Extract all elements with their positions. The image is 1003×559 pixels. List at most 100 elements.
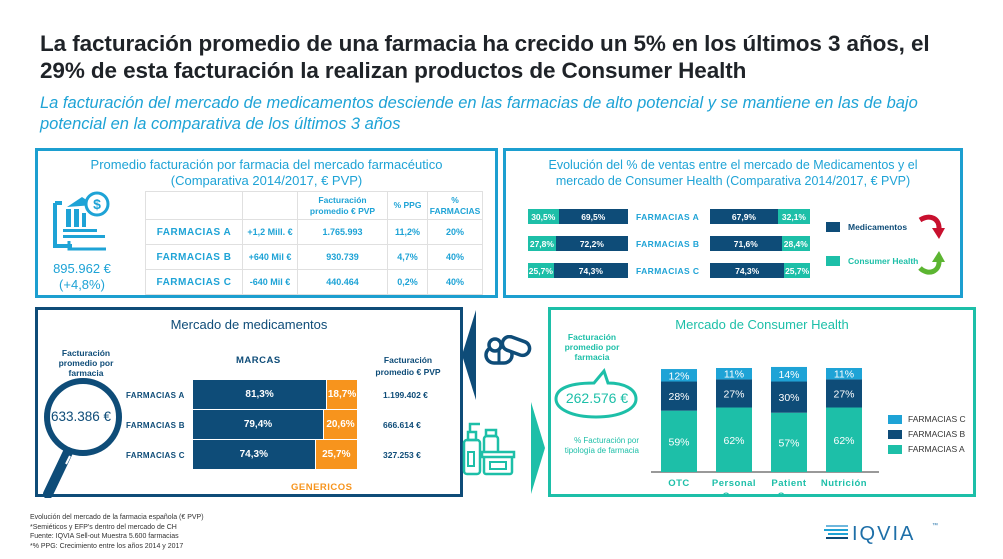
legend-medicamentos: Medicamentos [826, 222, 907, 232]
panel-title-line2: mercado de Consumer Health (Comparativa … [555, 174, 911, 188]
bar-segment-consumer-health: 27,8% [528, 236, 556, 251]
data-label: 11% [724, 369, 744, 381]
col-header-farmacias: % FARMACIAS [427, 191, 483, 220]
row-label: FARMACIAS B [126, 420, 185, 430]
cell-ppg: 0,2% [387, 269, 428, 295]
page-subtitle: La facturación del mercado de medicament… [40, 94, 918, 133]
cosmetic-bottles-icon [462, 422, 516, 476]
x-tick-label: Care [777, 491, 800, 495]
cell-facturacion: 440.464 [297, 269, 388, 295]
row-label: FARMACIAS A [145, 219, 243, 245]
panel-title-line1: Promedio facturación por farmacia del me… [90, 157, 443, 172]
footer-notes: Evolución del mercado de la farmacia esp… [30, 513, 204, 551]
col-header [145, 191, 243, 220]
bar-segment [716, 407, 752, 472]
col-header [242, 191, 298, 220]
bar-segment-medicamentos: 74,3% [553, 263, 628, 278]
data-label: 28% [668, 391, 689, 403]
footer-line: Fuente: IQVIA Sell-out Muestra 5.600 far… [30, 533, 179, 540]
data-label: 11% [834, 369, 854, 381]
panel-mercado-medicamentos: Mercado de medicamentos Facturación prom… [35, 307, 463, 498]
legend-swatch [888, 429, 902, 439]
bank-dollar-icon: $ [53, 191, 110, 251]
x-tick-label: Nutrición [821, 478, 867, 489]
cell-delta: -640 Mil € [242, 269, 298, 295]
logo-tm: ™ [932, 522, 938, 529]
legend-swatch [826, 256, 840, 266]
row-label: FARMACIAS B [145, 244, 243, 270]
facturacion-header: Facturación promedio € PVP [375, 355, 441, 377]
bar-segment-medicamentos: 67,9% [710, 209, 778, 224]
bar-segment-consumer-health: 25,7% [528, 263, 554, 278]
bar-segment-medicamentos: 69,5% [558, 209, 628, 224]
bar-segment-consumer-health: 30,5% [528, 209, 559, 224]
total-value: 895.962 € [53, 261, 111, 276]
panel-promedio-facturacion: Promedio facturación por farmacia del me… [35, 148, 498, 298]
bar-segment-marcas: 79,4% [193, 410, 324, 440]
facturacion-value: 1.199.402 € [383, 390, 428, 400]
col-header-facturacion: Facturación promedio € PVP [297, 191, 388, 220]
legend-label: FARMACIAS C [908, 414, 966, 424]
cell-facturacion: 1.765.993 [297, 219, 388, 245]
bar-segment-medicamentos: 74,3% [710, 263, 785, 278]
iqvia-logo: IQVIA ™ [824, 522, 938, 544]
stacked-bar-chart: 59% 28% 12% OTC 62% 27% 11% Personal Care 57% 30% 1… [651, 366, 879, 495]
legend-swatch [826, 222, 840, 232]
bar-2017: 74,3% 25,7% [710, 263, 810, 278]
bar-2017: 67,9% 32,1% [710, 209, 810, 224]
legend-swatch [888, 444, 902, 454]
panel-mercado-consumer-health: Mercado de Consumer Health Facturación p… [548, 307, 976, 497]
data-label: 59% [668, 436, 689, 448]
speech-bubble-icon [554, 367, 638, 419]
legend-swatch [888, 414, 902, 424]
x-tick-label: Patient [771, 478, 807, 489]
data-label: 27% [723, 388, 744, 400]
total-facturacion: 895.962 € (+4,8%) [38, 261, 126, 293]
cell-farmacias: 40% [427, 269, 483, 295]
bar-segment-genericos: 25,7% [315, 440, 358, 470]
bubble-label: Facturación promedio por farmacia [564, 332, 620, 362]
row-label: FARMACIAS C [636, 265, 700, 276]
evolucion-row: 30,5% 69,5% FARMACIAS A 67,9% 32,1% [528, 209, 810, 224]
evolucion-row: 25,7% 74,3% FARMACIAS C 74,3% 25,7% [528, 263, 810, 278]
bar-segment [661, 369, 697, 382]
bar-segment [771, 381, 807, 413]
bar-2017: 71,6% 28,4% [710, 236, 810, 251]
row-label: FARMACIAS C [145, 269, 243, 295]
bar-segment [826, 368, 862, 380]
row-label: FARMACIAS A [126, 390, 185, 400]
bar-segment-consumer-health: 28,4% [781, 236, 810, 251]
panel-title: Promedio facturación por farmacia del me… [38, 157, 495, 189]
table-row: FARMACIAS C -640 Mil € 440.464 0,2% 40% [145, 269, 483, 295]
bar-segment-marcas: 81,3% [193, 380, 328, 410]
cell-delta: +1,2 Mill. € [242, 219, 298, 245]
lens-value: 633.386 € [50, 409, 112, 424]
table-row: FARMACIAS B +640 Mil € 930.739 4,7% 40% [145, 244, 483, 270]
curved-arrow-down-icon [918, 214, 945, 239]
total-growth: (+4,8%) [59, 277, 105, 292]
data-label: 30% [778, 392, 799, 404]
arrow-left-icon [462, 310, 476, 400]
cell-farmacias: 20% [427, 219, 483, 245]
table-row: FARMACIAS A +1,2 Mill. € 1.765.993 11,2%… [145, 219, 483, 245]
arrow-right-icon [531, 402, 545, 494]
panel-title: Mercado de medicamentos [170, 317, 328, 332]
row-label: FARMACIAS C [126, 450, 185, 460]
col-header-ppg: % PPG [387, 191, 428, 220]
legend-consumer-health: Consumer Health [826, 256, 918, 266]
medicamentos-row: FARMACIAS A 81,3% 18,7% [126, 380, 358, 410]
x-tick-label: OTC [668, 478, 690, 489]
svg-text:$: $ [93, 196, 101, 212]
legend-label: FARMACIAS B [908, 429, 966, 439]
x-tick-label: Personal [712, 478, 756, 489]
footer-line: *% PPG: Crecimiento entre los años 2014 … [30, 542, 184, 550]
bar-segment [771, 366, 807, 382]
bar-segment [826, 379, 862, 408]
bar-segment [826, 407, 862, 472]
bar-segment-genericos: 20,6% [324, 410, 358, 440]
cell-ppg: 4,7% [387, 244, 428, 270]
genericos-label: GENERICOS [291, 482, 353, 493]
lens-label: Facturación promedio por farmacia [58, 348, 114, 378]
page-title: La facturación promedio de una farmacia … [40, 31, 930, 83]
bar-segment [771, 412, 807, 472]
